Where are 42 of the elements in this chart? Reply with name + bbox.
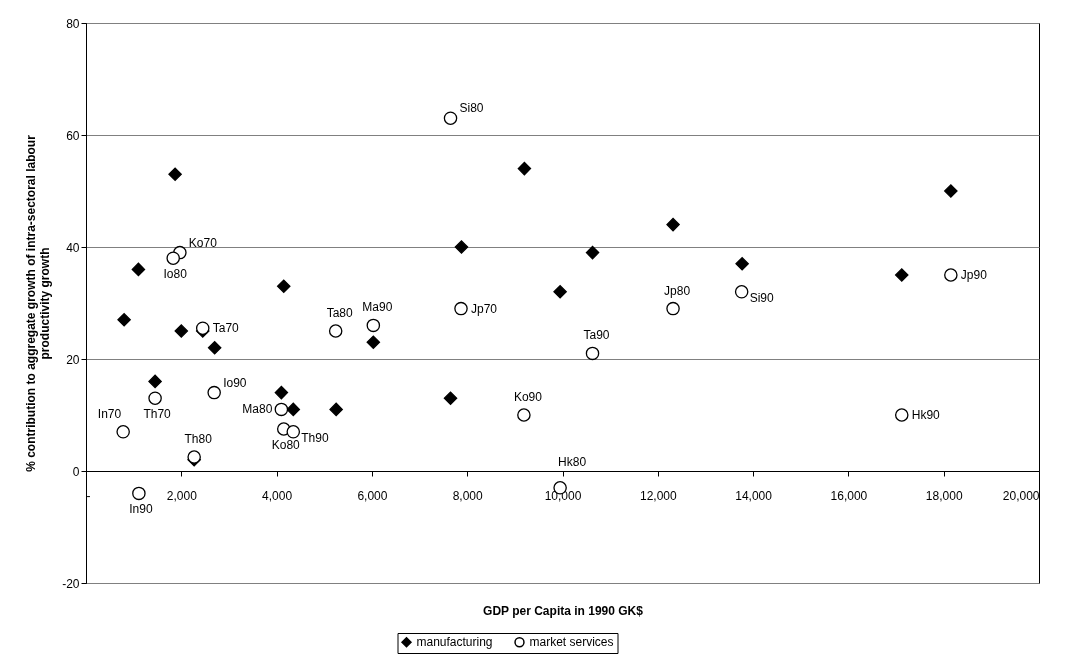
x-tick-label: 20,000 xyxy=(1002,488,1040,503)
annotation: Ta90 xyxy=(583,328,610,343)
annotation: Ta80 xyxy=(326,306,354,320)
annotation: Ko70 xyxy=(188,235,218,250)
annotation: Jp80 xyxy=(664,283,691,298)
annotation: Si80 xyxy=(459,101,484,116)
y-tick-label: 60 xyxy=(66,128,80,143)
y-tick-label: 0 xyxy=(72,464,80,479)
x-tick-label: 16,000 xyxy=(830,488,868,503)
annotation: Hk80 xyxy=(558,454,587,469)
y-tick-label: 20 xyxy=(66,352,80,367)
y-tick-label: -20 xyxy=(62,576,80,591)
x-axis-title: GDP per Capita in 1990 GK$ xyxy=(483,603,644,618)
y-tick-label: 40 xyxy=(66,240,80,255)
annotation: Th70 xyxy=(143,407,172,422)
annotation: Si90 xyxy=(749,290,775,305)
x-tick-label: 12,000 xyxy=(639,488,677,503)
annotation: Hk90 xyxy=(911,408,941,422)
annotation: Ma80 xyxy=(242,402,273,417)
y-axis-title: % contribution to aggregate growth of intra-sectoral labour productivity growth xyxy=(24,134,53,472)
x-tick-label: - xyxy=(86,488,91,503)
annotation: In70 xyxy=(97,406,122,421)
x-tick-label: 4,000 xyxy=(262,488,293,503)
annotation: Ma90 xyxy=(362,300,393,315)
x-tick-label: 14,000 xyxy=(735,488,773,503)
x-tick-label: 2,000 xyxy=(166,488,198,503)
annotation: Ta70 xyxy=(212,321,240,336)
annotation: Jp70 xyxy=(471,301,498,316)
annotation: Th90 xyxy=(301,430,329,445)
legend-label: market services xyxy=(529,635,614,650)
annotation: Io90 xyxy=(223,375,247,390)
annotation: Ko80 xyxy=(271,438,301,452)
annotation: In90 xyxy=(129,502,153,517)
annotation: Jp90 xyxy=(960,268,988,282)
y-tick-label: 80 xyxy=(66,16,80,31)
x-tick-label: 18,000 xyxy=(925,488,963,503)
legend-label: manufacturing xyxy=(416,635,493,650)
annotation: Ko90 xyxy=(513,390,543,404)
x-tick-label: 6,000 xyxy=(357,488,388,503)
annotation: Th80 xyxy=(184,432,213,446)
x-tick-label: 8,000 xyxy=(452,488,484,503)
annotation: Io80 xyxy=(163,267,188,282)
